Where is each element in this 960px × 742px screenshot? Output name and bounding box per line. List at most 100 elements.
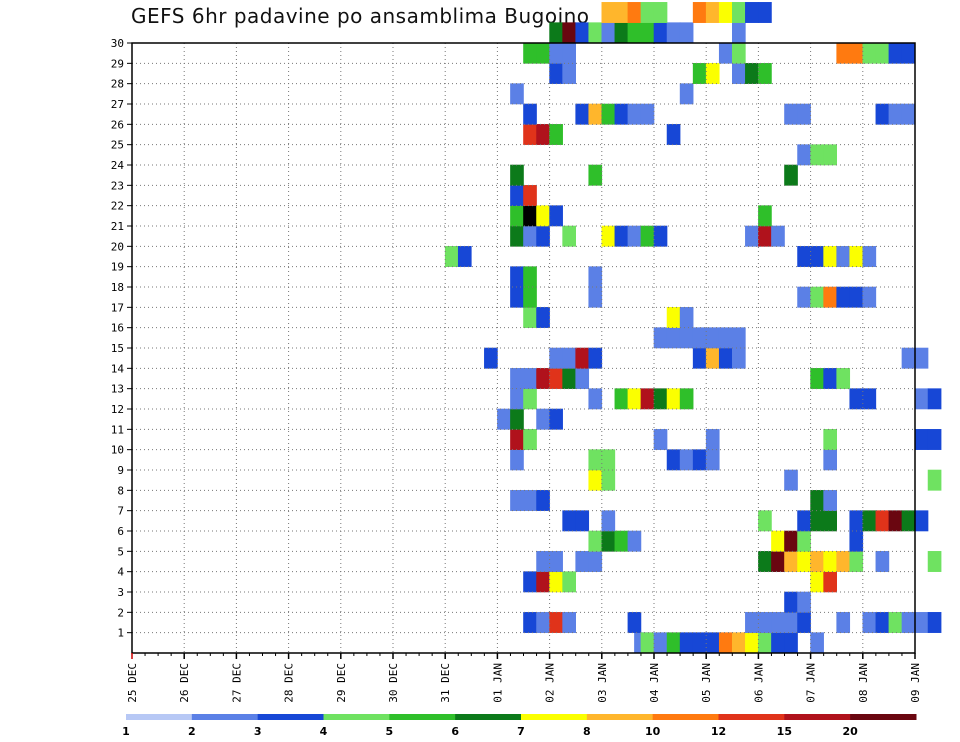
- heat-cell: [823, 490, 837, 511]
- heat-cell: [588, 347, 603, 369]
- colorbar-label: 4: [320, 725, 328, 738]
- x-tick-label: 28 DEC: [283, 663, 296, 703]
- heat-cell: [523, 612, 537, 633]
- heat-cell: [601, 103, 616, 125]
- heat-cell: [810, 632, 824, 654]
- heat-cell: [614, 225, 629, 247]
- heat-cell: [927, 551, 942, 572]
- heat-cell: [836, 612, 851, 633]
- heat-cell: [653, 2, 668, 23]
- heat-cell: [666, 22, 681, 44]
- heat-cell: [823, 551, 837, 572]
- heat-cell: [875, 510, 890, 532]
- heat-cell: [536, 42, 550, 64]
- heat-cell: [627, 103, 642, 125]
- y-tick-label: 2: [117, 606, 124, 619]
- heat-cell: [536, 408, 550, 430]
- heat-cell: [588, 103, 603, 125]
- heat-cell: [745, 63, 759, 84]
- heat-cell: [562, 63, 576, 84]
- heat-cell: [601, 469, 616, 491]
- heat-cell: [679, 307, 694, 328]
- heat-cell: [523, 286, 537, 308]
- heat-cell: [523, 490, 537, 511]
- heat-cell: [810, 490, 824, 511]
- heat-cell: [771, 225, 785, 247]
- heat-cell: [758, 2, 772, 23]
- colorbar-swatch: [521, 714, 588, 720]
- heat-cell: [653, 388, 668, 410]
- heat-cell: [497, 408, 511, 430]
- x-tick-label: 09 JAN: [909, 663, 922, 703]
- heat-cell: [536, 571, 550, 593]
- heat-cell: [810, 286, 824, 308]
- heat-cell: [797, 612, 811, 633]
- heat-cell: [627, 225, 642, 247]
- heat-cell: [666, 632, 681, 654]
- heat-cell: [823, 144, 837, 166]
- heat-cell: [510, 286, 524, 308]
- heat-cell: [549, 205, 563, 227]
- heat-cell: [653, 225, 668, 247]
- heat-cell: [575, 510, 590, 532]
- heat-cell: [523, 124, 537, 145]
- heat-cell: [718, 327, 733, 349]
- colorbar-swatch: [126, 714, 193, 720]
- heat-cell: [823, 246, 837, 267]
- x-tick-label: 30 DEC: [387, 663, 400, 703]
- y-tick-label: 21: [111, 220, 124, 233]
- heat-cell: [562, 612, 576, 633]
- heat-cell: [640, 103, 655, 125]
- y-tick-label: 13: [111, 383, 124, 396]
- y-tick-label: 14: [111, 362, 125, 375]
- heat-cell: [705, 347, 720, 369]
- heat-cell: [510, 429, 524, 450]
- heat-cell: [575, 103, 590, 125]
- heat-cell: [758, 63, 772, 84]
- heat-cell: [510, 225, 524, 247]
- x-tick-label: 07 JAN: [805, 663, 818, 703]
- heat-cell: [862, 286, 877, 308]
- heat-cell: [758, 510, 772, 532]
- heat-cell: [627, 388, 642, 410]
- heat-cell: [679, 22, 694, 44]
- heat-cell: [457, 246, 472, 267]
- heat-cell: [732, 63, 746, 84]
- heat-cell: [705, 429, 720, 450]
- y-tick-label: 15: [111, 342, 124, 355]
- heat-cell: [732, 327, 746, 349]
- heat-cell: [588, 530, 603, 552]
- heat-cell: [732, 632, 746, 654]
- heat-cell: [588, 286, 603, 308]
- colorbar-swatch: [323, 714, 390, 720]
- heat-cell: [692, 327, 707, 349]
- colorbar-swatch: [652, 714, 719, 720]
- heat-cell: [444, 246, 459, 267]
- y-tick-label: 7: [117, 505, 124, 518]
- heat-cell: [849, 42, 864, 64]
- y-tick-label: 17: [111, 301, 124, 314]
- heat-cell: [862, 612, 877, 633]
- x-tick-label: 03 JAN: [596, 663, 609, 703]
- heat-cell: [640, 22, 655, 44]
- heat-cell: [510, 408, 524, 430]
- heat-cell: [797, 530, 811, 552]
- heat-cell: [510, 368, 524, 389]
- heat-cell: [862, 388, 877, 410]
- heat-cell: [784, 103, 798, 125]
- colorbar-label: 8: [583, 725, 591, 738]
- heat-cell: [849, 530, 864, 552]
- heat-cell: [549, 124, 563, 145]
- heat-cell: [549, 551, 563, 572]
- heat-cell: [771, 632, 785, 654]
- heat-cell: [536, 551, 550, 572]
- colorbar-label: 10: [645, 725, 661, 738]
- colorbar-label: 12: [711, 725, 726, 738]
- heat-cell: [745, 632, 759, 654]
- heat-cell: [797, 591, 811, 613]
- heat-cell: [523, 368, 537, 389]
- y-tick-label: 23: [111, 179, 124, 192]
- heat-cell: [784, 591, 798, 613]
- y-tick-label: 16: [111, 322, 124, 335]
- heat-cell: [562, 42, 576, 64]
